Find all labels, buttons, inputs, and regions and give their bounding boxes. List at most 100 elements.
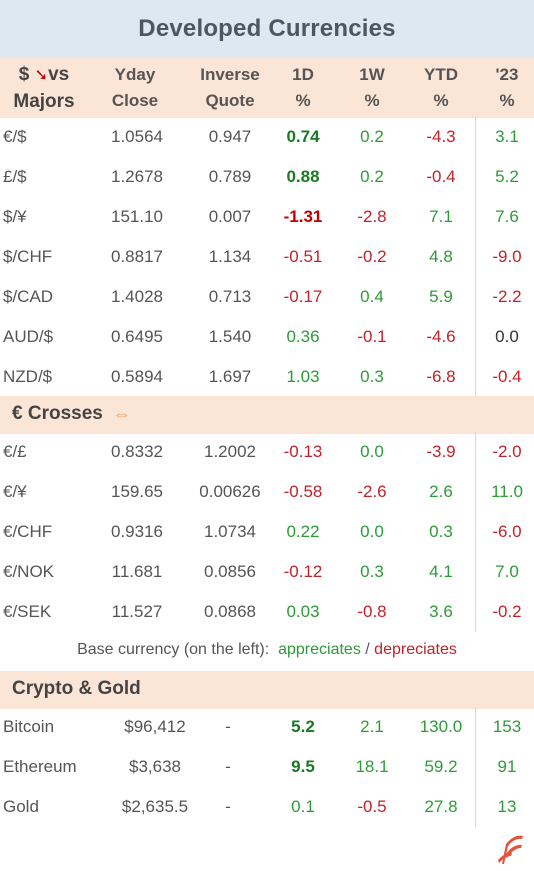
close-value: 0.8332 — [111, 442, 163, 461]
change-ytd: 7.1 — [429, 207, 453, 226]
change-2023: -9.0 — [492, 247, 522, 266]
header-inverse-quote: Inverse Quote — [190, 58, 270, 118]
inverse-value: 0.0856 — [204, 562, 256, 581]
header-yday-close: Yday Close — [100, 58, 170, 118]
change-2023: 7.6 — [495, 207, 519, 226]
inverse-value: 1.540 — [208, 327, 252, 346]
column-divider — [475, 117, 476, 397]
change-1d: 0.74 — [286, 127, 320, 146]
inverse-value: 1.0734 — [204, 522, 256, 541]
column-divider — [475, 707, 476, 827]
inverse-value: - — [225, 797, 231, 816]
pair-label: €/¥ — [3, 482, 27, 501]
pair-label: Bitcoin — [3, 717, 55, 736]
close-value: 159.65 — [111, 482, 163, 501]
close-value: 11.681 — [111, 562, 163, 581]
header-dollar: $ — [18, 63, 30, 85]
change-1d: 1.03 — [286, 367, 320, 386]
header-1w: 1W % — [352, 58, 392, 118]
inverse-value: 0.789 — [208, 167, 252, 186]
close-value: 11.527 — [111, 602, 163, 621]
change-1w: -0.5 — [357, 797, 387, 816]
header-ytd-unit: % — [433, 91, 449, 110]
change-1w: -0.8 — [357, 602, 387, 621]
header-1w-unit: % — [364, 91, 380, 110]
footnote-appreciates: appreciates — [278, 641, 361, 658]
header-1w-label: 1W — [359, 65, 385, 84]
change-ytd: -4.3 — [426, 127, 456, 146]
pair-label: NZD/$ — [3, 367, 53, 386]
header-1d-unit: % — [295, 91, 311, 110]
header-23-label: '23 — [495, 65, 519, 84]
crypto-section-header: Crypto & Gold — [0, 671, 534, 709]
header-ytd: YTD % — [421, 58, 461, 118]
stylized-flag-logo-icon — [498, 835, 523, 864]
inverse-value: 1.134 — [208, 247, 252, 266]
change-1w: -0.2 — [357, 247, 387, 266]
table-row: €/$ 1.0564 0.947 0.74 0.2 -4.3 3.1 — [0, 117, 534, 157]
footnote-prefix: Base currency (on the left): — [77, 641, 270, 658]
change-ytd: 3.6 — [429, 602, 453, 621]
inverse-value: 0.007 — [208, 207, 252, 226]
change-2023: 0.0 — [495, 327, 519, 346]
crosses-title: € Crosses — [12, 403, 103, 425]
change-ytd: 27.8 — [424, 797, 458, 816]
change-2023: 3.1 — [495, 127, 519, 146]
table-row: €/CHF 0.9316 1.0734 0.22 0.0 0.3 -6.0 — [0, 512, 534, 552]
pair-label: €/SEK — [3, 602, 52, 621]
change-1d: 0.22 — [286, 522, 320, 541]
inverse-value: 1.697 — [208, 367, 252, 386]
table-row: Bitcoin $96,412 - 5.2 2.1 130.0 153 — [0, 707, 534, 747]
change-1d: -0.17 — [283, 287, 323, 306]
change-2023: 153 — [492, 717, 522, 736]
change-ytd: 4.1 — [429, 562, 453, 581]
crosses-section-header: € Crosses ⇔ — [0, 396, 534, 434]
table-row: AUD/$ 0.6495 1.540 0.36 -0.1 -4.6 0.0 — [0, 317, 534, 357]
change-1d: 9.5 — [291, 757, 315, 776]
pair-label: AUD/$ — [3, 327, 54, 346]
header-quote: Quote — [205, 91, 255, 110]
close-value: 0.5894 — [111, 367, 163, 386]
crypto-title: Crypto & Gold — [12, 678, 141, 699]
down-arrow-icon: ➘ — [34, 66, 49, 84]
table-row: $/CHF 0.8817 1.134 -0.51 -0.2 4.8 -9.0 — [0, 237, 534, 277]
change-1d: 5.2 — [291, 717, 315, 736]
pair-label: €/NOK — [3, 562, 55, 581]
pair-label: $/CAD — [3, 287, 54, 306]
change-ytd: 59.2 — [424, 757, 458, 776]
pair-label: $/¥ — [3, 207, 27, 226]
header-1d-label: 1D — [292, 65, 314, 84]
close-value: 1.2678 — [111, 167, 163, 186]
table-row: NZD/$ 0.5894 1.697 1.03 0.3 -6.8 -0.4 — [0, 357, 534, 397]
table-row: €/¥ 159.65 0.00626 -0.58 -2.6 2.6 11.0 — [0, 472, 534, 512]
change-1d: 0.03 — [286, 602, 320, 621]
change-ytd: -3.9 — [426, 442, 456, 461]
change-1w: 0.2 — [360, 127, 384, 146]
close-value: $3,638 — [129, 757, 181, 776]
change-ytd: -0.4 — [426, 167, 456, 186]
header-yday: Yday — [114, 65, 156, 84]
table-row: €/£ 0.8332 1.2002 -0.13 0.0 -3.9 -2.0 — [0, 432, 534, 472]
inverse-value: - — [225, 717, 231, 736]
pair-label: €/$ — [3, 127, 27, 146]
column-divider — [475, 432, 476, 632]
change-1d: 0.88 — [286, 167, 320, 186]
change-1w: 0.3 — [360, 367, 384, 386]
pair-label: €/CHF — [3, 522, 53, 541]
change-1w: 0.0 — [360, 442, 384, 461]
pair-label: Ethereum — [3, 757, 77, 776]
table-row: €/NOK 11.681 0.0856 -0.12 0.3 4.1 7.0 — [0, 552, 534, 592]
table-row: Gold $2,635.5 - 0.1 -0.5 27.8 13 — [0, 787, 534, 827]
change-ytd: 5.9 — [429, 287, 453, 306]
change-1w: 0.2 — [360, 167, 384, 186]
inverse-value: 0.0868 — [204, 602, 256, 621]
change-2023: -6.0 — [492, 522, 522, 541]
inverse-value: 0.00626 — [199, 482, 261, 501]
table-row: Ethereum $3,638 - 9.5 18.1 59.2 91 — [0, 747, 534, 787]
change-2023: -2.2 — [492, 287, 522, 306]
footnote-depreciates: depreciates — [374, 641, 457, 658]
table-row: €/SEK 11.527 0.0868 0.03 -0.8 3.6 -0.2 — [0, 592, 534, 632]
close-value: 151.10 — [111, 207, 163, 226]
change-1d: -0.13 — [283, 442, 323, 461]
inverse-value: - — [225, 757, 231, 776]
